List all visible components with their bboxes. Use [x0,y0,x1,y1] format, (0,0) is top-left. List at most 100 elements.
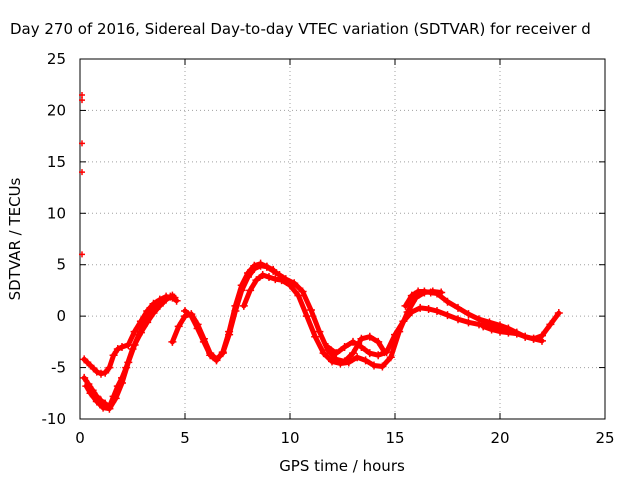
data-point [454,315,462,324]
data-point [130,327,139,336]
data-point [80,355,89,364]
data-point [349,349,357,358]
data-point [475,315,483,324]
data-point [218,348,227,357]
x-tick-label: 10 [280,429,299,447]
data-point [118,379,126,387]
data-point [86,361,95,370]
data-point [443,297,452,306]
data-point [168,291,177,300]
data-point [443,311,452,320]
x-tick-labels: 0 5 10 15 20 25 [75,429,614,447]
data-point [529,334,538,343]
data-point [105,363,114,372]
data-point [237,281,246,290]
error-marker [79,251,85,258]
data-point [250,261,259,270]
tick-marks [79,58,606,420]
data-point [433,307,441,315]
data-point [538,331,546,340]
y-tick-label: 25 [47,50,66,68]
data-point [323,343,332,351]
data-point [262,262,271,271]
data-point [174,322,183,331]
data-point [269,265,278,274]
series-group [80,259,563,413]
y-tick-label: -10 [42,410,67,428]
data-point [130,340,139,349]
y-tick-label: 10 [47,204,66,222]
data-point [374,351,383,360]
data-point [426,288,435,297]
y-axis-label: SDTVAR / TECUs [6,177,24,300]
data-point [399,317,408,326]
data-point [391,330,399,339]
error-marker [79,169,85,176]
error-marker [79,92,85,98]
data-point [464,318,473,327]
error-marker [79,97,85,104]
data-point [336,359,345,368]
chart-title: Day 270 of 2016, Sidereal Day-to-day VTE… [10,20,591,38]
data-point [162,295,171,304]
data-point [307,305,315,314]
data-point [231,301,240,310]
data-point [407,308,416,317]
data-point [361,356,370,365]
data-point [168,337,177,346]
data-point [328,357,336,366]
y-tick-label: 15 [47,153,66,171]
series-line-track-c [83,293,175,412]
data-point [464,310,473,319]
data-point [271,275,280,284]
data-point [99,403,108,412]
y-tick-label: 0 [56,307,66,325]
error-markers [79,92,85,258]
y-tick-label: -5 [51,359,66,377]
data-point [512,329,521,338]
series-line-track-b [81,294,177,410]
data-point [199,337,208,346]
data-point [246,286,255,295]
error-marker [79,140,85,147]
data-point [424,304,433,313]
data-point [143,318,152,327]
data-point [286,281,294,290]
data-point [206,351,215,360]
data-point [349,337,357,346]
data-point [416,303,425,312]
data-point [124,358,133,367]
data-point [101,368,110,377]
data-point [365,349,374,358]
data-point [294,291,303,300]
data-point [109,351,118,360]
data-point [311,332,320,341]
x-tick-label: 5 [180,429,190,447]
grid [80,59,605,419]
data-point [344,358,353,367]
data-point [212,356,221,365]
data-point [118,343,126,351]
data-point [92,397,101,406]
data-point [225,327,234,336]
x-tick-label: 15 [385,429,404,447]
data-point [265,273,273,282]
data-point [86,389,95,398]
data-point [546,320,555,329]
data-point [496,327,504,336]
x-tick-label: 0 [75,429,85,447]
data-point [353,353,362,362]
data-point [521,332,530,341]
data-point [487,325,496,334]
data-point [401,301,410,310]
data-point [136,328,145,337]
plot-frame [79,58,606,420]
data-point [258,271,267,279]
data-point [92,367,101,376]
data-point [479,322,488,331]
data-point [105,404,114,413]
data-point [113,345,122,354]
data-point [193,324,202,333]
data-point [554,309,563,318]
